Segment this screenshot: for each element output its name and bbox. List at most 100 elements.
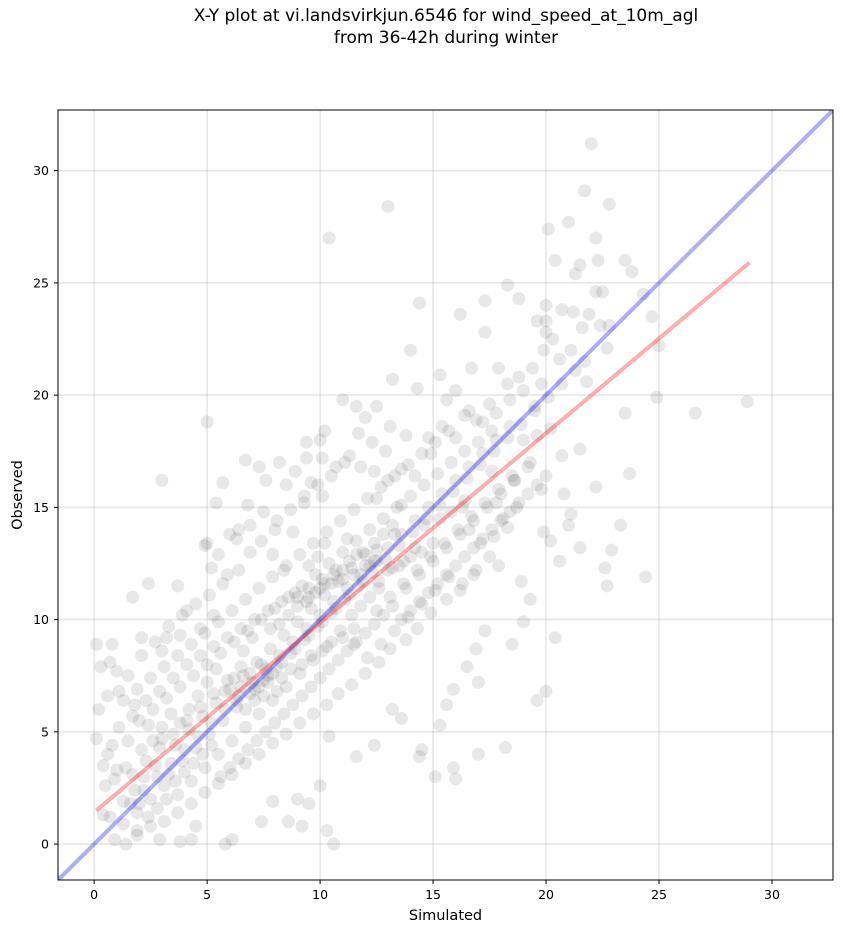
data-point [537,343,551,357]
data-point [507,473,521,487]
data-point [449,772,463,786]
data-point [505,469,519,483]
data-point [580,375,594,389]
data-point [600,341,614,355]
data-point [573,442,587,456]
data-point [101,747,115,761]
data-point [399,633,413,647]
x-tick-label: 30 [764,887,780,902]
data-point [153,833,167,847]
data-point [347,503,361,517]
data-point [365,565,379,579]
data-point [302,628,316,642]
data-point [245,631,259,645]
y-tick-label: 15 [33,500,49,515]
data-point [311,478,325,492]
data-point [426,536,440,550]
data-point [358,548,372,561]
data-point [329,563,343,577]
data-point [555,377,569,391]
data-point [284,646,298,660]
data-point [338,455,352,469]
data-point [401,610,415,624]
data-point [410,622,424,636]
data-point [239,720,252,734]
data-point [462,460,476,474]
data-point [252,581,266,595]
data-point [146,702,160,716]
data-point [489,496,503,510]
data-point [358,411,372,425]
data-point [331,574,345,588]
data-point [379,552,393,566]
data-point [248,693,262,707]
scatter-points [89,137,754,851]
data-point [485,523,499,537]
data-point [157,779,171,793]
data-point [413,296,426,310]
data-point [598,561,612,575]
data-point [415,743,429,757]
data-point [367,554,381,568]
data-point [286,525,300,539]
data-point [584,137,598,151]
data-point [309,568,323,582]
data-point [153,684,167,698]
data-point [688,406,702,420]
data-point [498,741,512,755]
data-point [652,339,666,353]
data-point [428,770,442,784]
data-point [410,563,424,577]
data-point [173,716,187,730]
data-point [198,761,212,775]
data-point [266,548,280,561]
data-point [517,384,530,398]
data-point [103,810,117,824]
data-point [474,458,487,472]
data-point [254,815,268,829]
data-point [469,413,483,427]
data-point [431,467,445,481]
data-point [169,774,182,788]
data-point [324,606,338,620]
data-point [324,635,338,649]
data-point [155,720,169,734]
data-point [446,485,460,499]
data-point [539,298,553,312]
data-point [257,673,271,687]
data-point [132,797,146,811]
data-point [370,491,384,505]
data-point [408,514,422,528]
data-point [404,604,417,618]
data-point [243,518,257,532]
data-point [318,577,332,591]
data-point [148,635,162,649]
data-point [180,714,194,728]
data-point [291,792,304,806]
data-point [501,278,515,292]
data-point [132,714,146,728]
data-point [453,307,467,321]
data-point [108,772,121,786]
data-point [164,707,178,721]
data-point [539,684,553,698]
data-point [227,635,241,649]
data-point [196,709,210,723]
data-point [300,595,313,609]
data-point [408,541,422,555]
data-point [202,727,216,741]
data-point [537,525,551,539]
data-point [394,527,408,541]
data-point [322,231,336,245]
data-point [286,698,300,712]
data-point [232,563,246,577]
data-point [340,581,354,595]
data-point [512,496,526,510]
data-point [268,523,282,537]
data-point [494,487,508,501]
data-point [126,709,140,723]
data-point [189,597,203,611]
data-point [645,310,659,323]
data-point [345,678,359,692]
data-point [471,747,485,761]
